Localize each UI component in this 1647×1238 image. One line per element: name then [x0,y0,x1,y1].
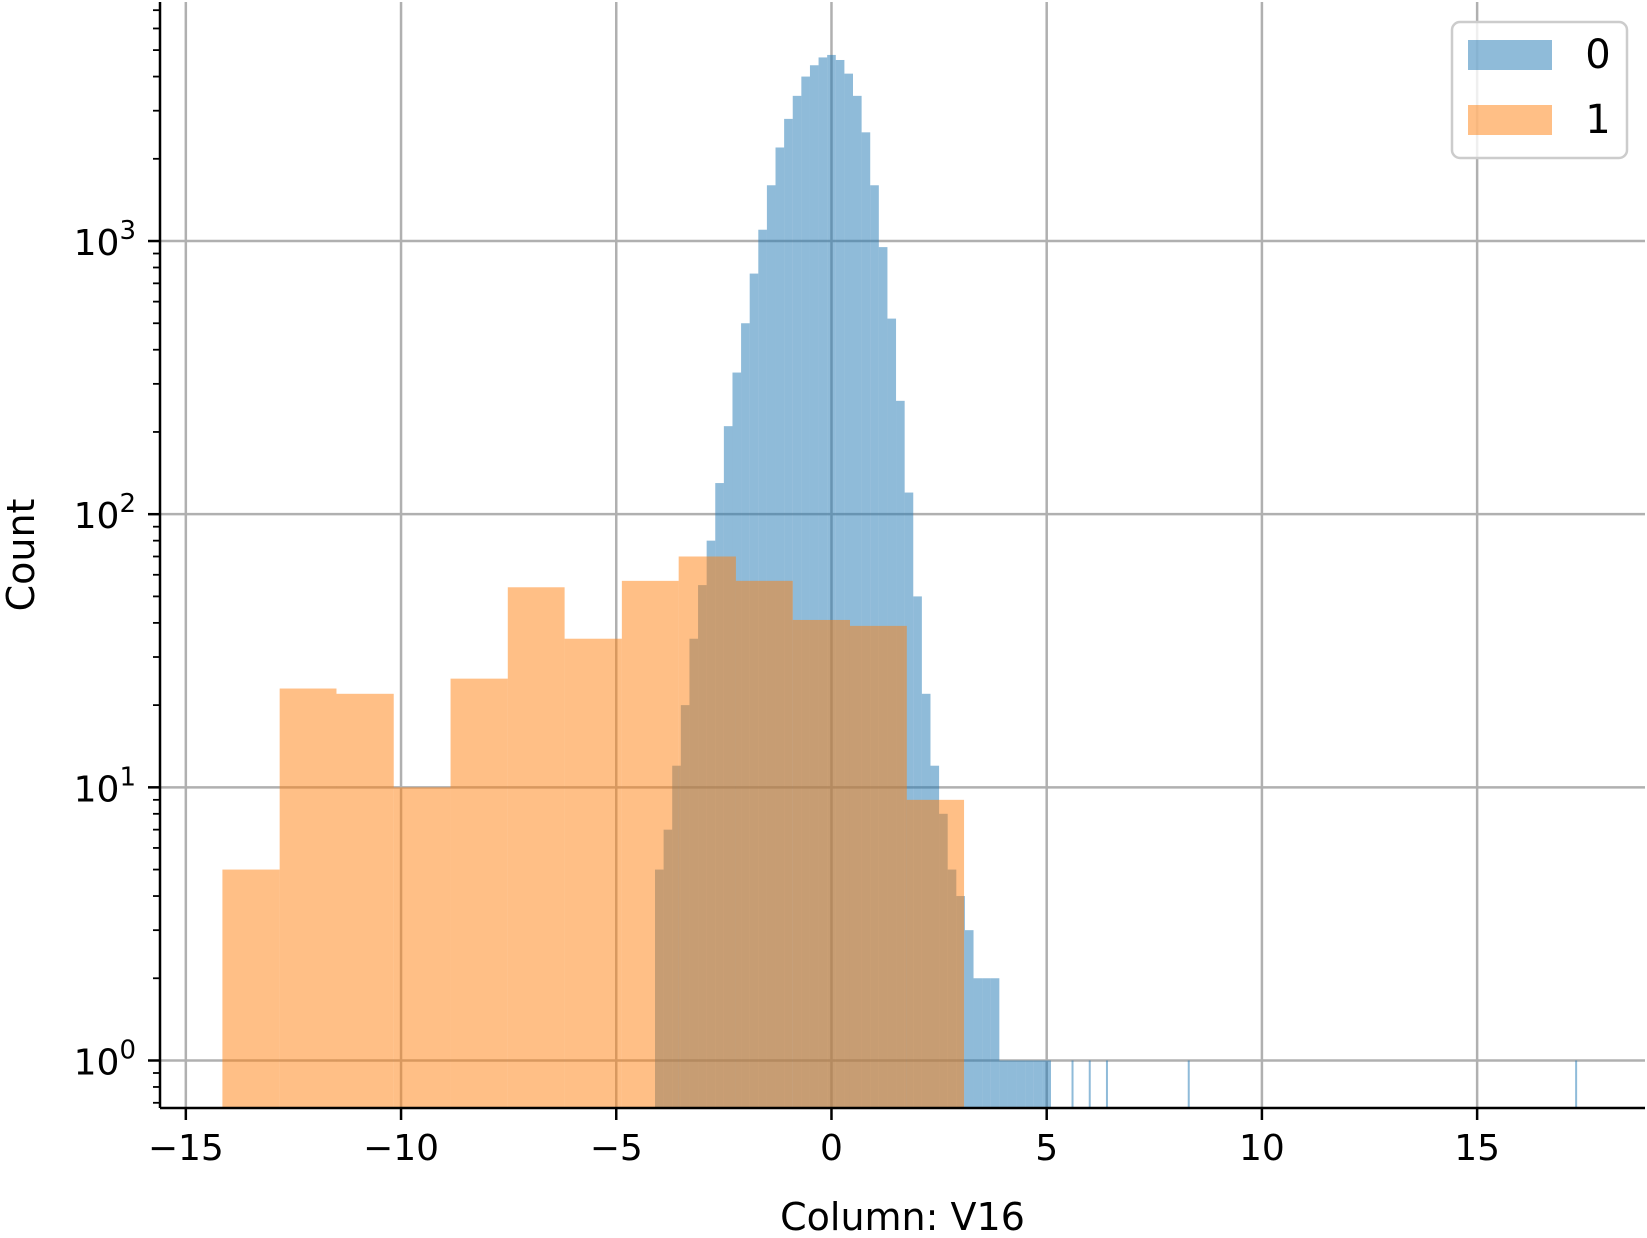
histogram-bar [507,587,565,1108]
histogram-bar [1187,1060,1190,1108]
histogram-bar [1007,1060,1017,1108]
histogram-bar [1025,1060,1034,1108]
histogram-bar [1088,1060,1091,1108]
x-tick-label: 10 [1239,1128,1285,1169]
x-tick-label: 15 [1454,1128,1500,1169]
axes [148,2,1645,1120]
histogram-bar [853,95,862,1109]
x-axis-title: Column: V16 [780,1195,1025,1238]
histogram-bar [1042,1060,1051,1108]
legend-swatch-1 [1468,105,1552,135]
tick-labels: −15 −10 −5 0 5 10 15 100 101 102 103 [74,216,1500,1169]
histogram-bar [792,619,850,1108]
legend-label-1: 1 [1585,97,1610,143]
histogram-bar [906,799,965,1108]
histogram-bar [818,57,828,1108]
x-tick-label: −5 [590,1128,643,1169]
histogram-bar [735,580,793,1108]
histogram-bar [861,132,871,1109]
histogram-bar [279,688,337,1108]
histogram-bar [1016,1060,1026,1108]
histogram-bar [450,678,508,1108]
histogram-bar [964,930,974,1108]
histogram-bar [1105,1060,1108,1108]
histogram-bar [222,869,280,1108]
x-tick-label: −10 [363,1128,439,1169]
histogram-bar [1071,1060,1074,1108]
histogram-bar [990,978,1000,1108]
histogram-bar [564,638,622,1108]
histogram-bar [809,65,819,1108]
histogram-bar [1575,1060,1578,1108]
histogram-bars [222,54,1578,1109]
histogram-bar [999,1060,1008,1108]
histogram-bar [982,978,991,1108]
histogram-bar [849,625,907,1108]
histogram-bar [336,693,394,1108]
y-tick-label: 101 [74,762,136,810]
y-axis-title: Count [0,499,43,612]
histogram-bar [621,580,679,1108]
histogram-bar [844,73,853,1108]
y-tick-label: 103 [74,216,136,264]
series-1-bars [222,556,965,1108]
histogram-bar [1033,1060,1043,1108]
y-tick-label: 100 [74,1035,136,1083]
histogram-bar [393,787,451,1108]
histogram-bar [835,59,845,1108]
legend-swatch-0 [1468,40,1552,70]
histogram-bar [792,95,802,1109]
x-tick-label: 0 [820,1128,843,1169]
legend: 01 [1450,20,1629,160]
y-tick-label: 102 [74,489,136,537]
x-tick-label: −15 [148,1128,224,1169]
x-tick-label: 5 [1035,1128,1058,1169]
histogram-bar [973,978,983,1108]
histogram-bar [827,54,836,1108]
legend-label-0: 0 [1585,32,1610,78]
histogram-bar [801,76,810,1108]
histogram-bar [678,556,736,1108]
